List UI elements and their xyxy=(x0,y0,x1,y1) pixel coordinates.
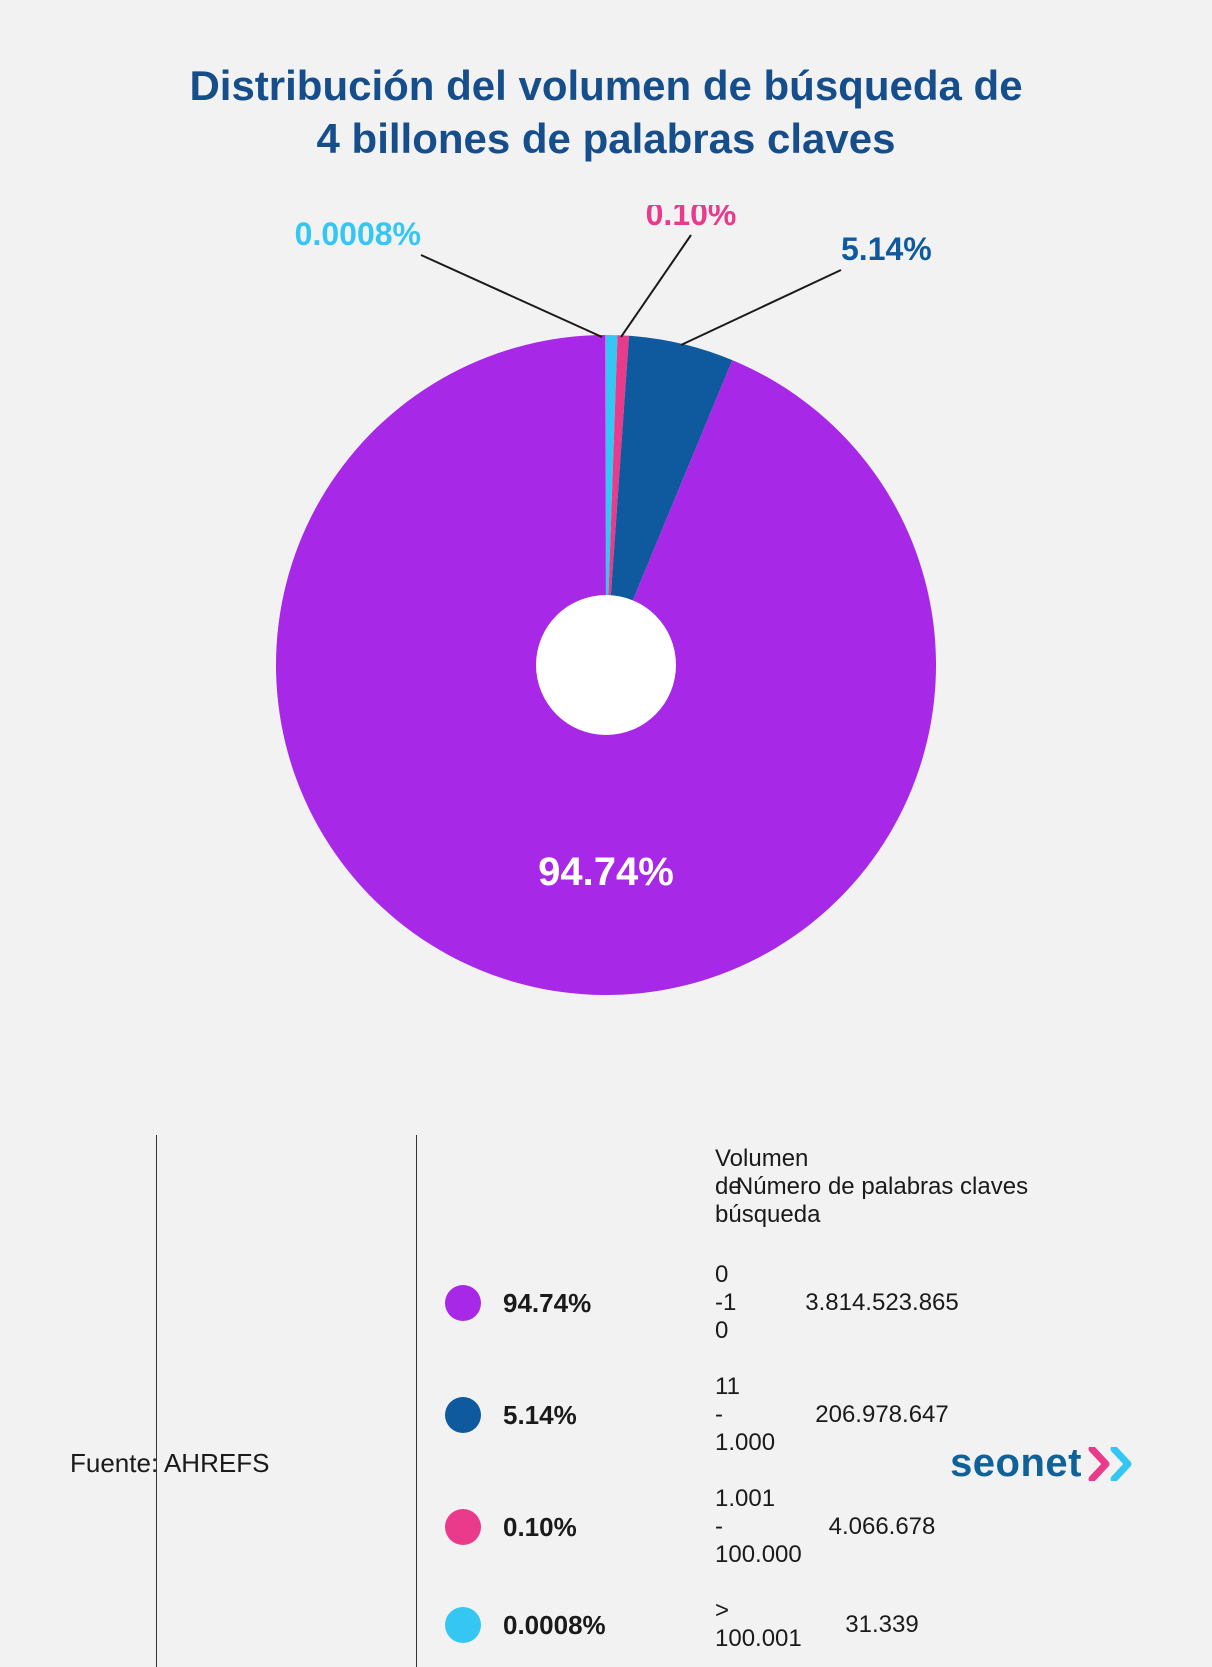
legend-swatch xyxy=(445,1607,481,1643)
donut-hole xyxy=(536,595,676,735)
brand-logo: seonet xyxy=(950,1441,1142,1486)
callout-line xyxy=(621,235,691,337)
callout-label: 0.0008% xyxy=(295,216,421,252)
legend-swatch xyxy=(445,1397,481,1433)
legend-count-cell: 3.814.523.865 xyxy=(708,1275,1056,1331)
legend-count-cell: 4.066.678 xyxy=(708,1499,1056,1555)
legend-pct-text: 5.14% xyxy=(503,1400,577,1431)
footer: Fuente: AHREFS seonet xyxy=(70,1441,1142,1486)
legend-pct-cell: 5.14% xyxy=(417,1383,707,1447)
legend-pct-cell: 0.0008% xyxy=(417,1593,707,1657)
title-line-2: 4 billones de palabras claves xyxy=(317,115,896,162)
legend-pct-cell: 0.10% xyxy=(417,1495,707,1559)
donut-inside-label: 94.74% xyxy=(538,850,674,894)
title-line-1: Distribución del volumen de búsqueda de xyxy=(189,62,1022,109)
legend-swatch xyxy=(445,1285,481,1321)
donut-chart: 94.74% 0.0008% 0.10% 5.14% xyxy=(176,205,1036,1085)
legend-pct-cell: 94.74% xyxy=(417,1271,707,1335)
callout-label: 0.10% xyxy=(646,205,737,232)
brand-chevrons-icon xyxy=(1088,1447,1142,1481)
page-title: Distribución del volumen de búsqueda de … xyxy=(70,60,1142,165)
legend-swatch xyxy=(445,1509,481,1545)
source-label: Fuente: AHREFS xyxy=(70,1448,269,1479)
legend-pct-text: 94.74% xyxy=(503,1288,591,1319)
legend-count-cell: 206.978.647 xyxy=(708,1387,1056,1443)
legend-count-cell: 31.339 xyxy=(708,1597,1056,1653)
callout-label: 5.14% xyxy=(841,231,932,267)
legend-header-count: Número de palabras claves xyxy=(708,1163,1056,1219)
legend-divider xyxy=(156,1135,157,1667)
infographic-wrapper: Distribución del volumen de búsqueda de … xyxy=(0,0,1212,1536)
callout-line xyxy=(681,270,841,345)
callout-line xyxy=(421,255,602,337)
brand-text: seonet xyxy=(950,1441,1082,1486)
legend-pct-text: 0.0008% xyxy=(503,1610,606,1641)
legend-pct-text: 0.10% xyxy=(503,1512,577,1543)
legend-table: Volumen de búsquedaNúmero de palabras cl… xyxy=(156,1135,1056,1667)
